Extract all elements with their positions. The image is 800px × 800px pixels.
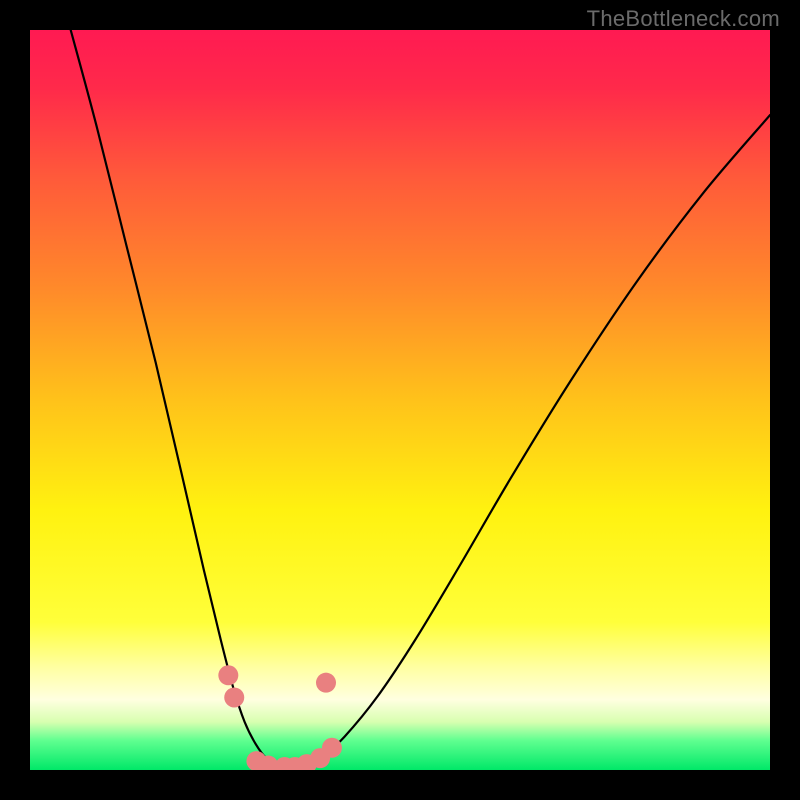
- data-marker: [224, 687, 244, 707]
- watermark-text: TheBottleneck.com: [587, 6, 780, 32]
- data-marker: [316, 673, 336, 693]
- bottleneck-curve-chart: [30, 30, 770, 770]
- chart-frame: TheBottleneck.com: [0, 0, 800, 800]
- data-marker: [322, 738, 342, 758]
- data-marker: [218, 665, 238, 685]
- plot-area: [30, 30, 770, 770]
- gradient-background: [30, 30, 770, 770]
